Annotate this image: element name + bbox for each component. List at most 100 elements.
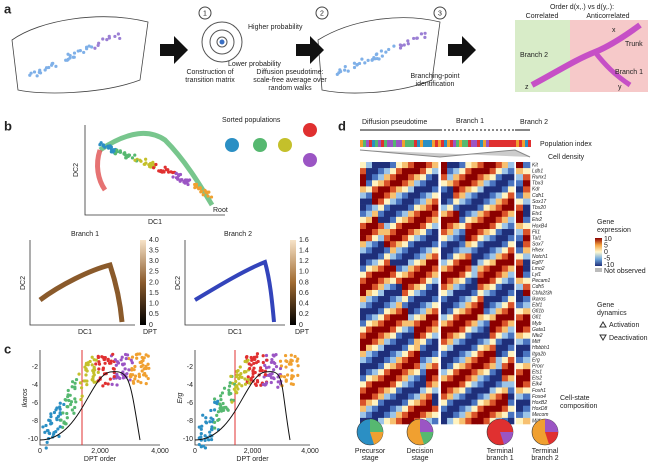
heat-cell xyxy=(507,381,515,388)
heat-cell xyxy=(441,253,448,260)
label: Erg xyxy=(177,392,184,403)
heat-cell xyxy=(516,222,524,230)
cell xyxy=(52,410,57,415)
colorbar-tick: 3.5 xyxy=(149,247,159,254)
heat-cell xyxy=(483,192,490,199)
y-tick: -10 xyxy=(183,436,193,443)
heat-cell xyxy=(501,314,509,321)
heat-cell xyxy=(477,241,484,248)
cell xyxy=(370,58,374,62)
heat-cell xyxy=(372,247,379,254)
heat-cell xyxy=(378,247,385,254)
heat-cell xyxy=(453,168,460,175)
cell xyxy=(271,353,275,357)
heat-cell xyxy=(477,296,484,303)
heat-cell xyxy=(441,265,448,272)
label: expression xyxy=(597,227,631,234)
heat-cell xyxy=(501,241,509,248)
cell xyxy=(296,373,300,377)
heat-cell xyxy=(378,198,385,205)
heat-cell xyxy=(384,241,391,248)
cell xyxy=(101,144,105,148)
cell xyxy=(107,361,112,365)
population-cell xyxy=(528,140,531,147)
y-tick: -2 xyxy=(187,364,193,371)
heat-cell xyxy=(507,186,515,193)
panel-label: a xyxy=(4,1,12,16)
population-cell xyxy=(471,140,474,147)
pie-slice xyxy=(545,419,558,432)
heat-cell xyxy=(501,363,509,370)
heat-cell xyxy=(471,229,478,236)
x-tick: 0 xyxy=(193,448,197,455)
heat-cell xyxy=(390,216,397,224)
heat-cell xyxy=(489,302,497,309)
gene-label: Procr xyxy=(532,363,544,369)
heat-cell xyxy=(402,253,409,260)
heat-cell xyxy=(372,216,379,224)
heat-cell xyxy=(471,344,478,352)
heat-cell xyxy=(396,253,403,260)
population-cell xyxy=(405,140,408,147)
heat-cell xyxy=(507,229,515,236)
heat-cell xyxy=(360,393,367,400)
heat-cell xyxy=(516,162,524,169)
cell xyxy=(269,360,274,365)
heat-cell xyxy=(489,235,497,242)
heat-cell xyxy=(366,241,373,248)
heat-cell xyxy=(378,162,385,169)
cell xyxy=(284,378,288,382)
heat-cell xyxy=(432,369,439,376)
heat-cell xyxy=(489,180,497,187)
heat-cell xyxy=(414,314,421,321)
cell xyxy=(289,353,293,357)
heat-cell xyxy=(402,399,409,407)
cell xyxy=(130,355,135,359)
heat-cell xyxy=(495,259,503,266)
heat-cell xyxy=(432,180,439,187)
heat-cell xyxy=(516,350,524,358)
cell xyxy=(73,381,77,385)
axis xyxy=(194,350,310,446)
cell xyxy=(97,367,101,371)
heat-cell xyxy=(501,326,509,333)
heat-cell xyxy=(420,332,427,339)
heat-cell xyxy=(366,271,373,279)
cell xyxy=(116,361,121,365)
population-cell xyxy=(381,140,384,147)
gene-label: HoxB4 xyxy=(532,223,547,229)
cell xyxy=(62,402,66,407)
heat-cell xyxy=(378,393,385,400)
cell xyxy=(293,354,297,359)
heat-cell xyxy=(447,186,454,193)
heat-cell xyxy=(523,332,531,339)
arrow xyxy=(296,36,324,64)
cell xyxy=(235,369,239,374)
heat-cell xyxy=(426,259,433,266)
cell xyxy=(373,57,377,61)
heat-cell xyxy=(366,180,373,187)
heat-cell xyxy=(378,326,385,333)
heat-cell xyxy=(366,198,373,205)
heat-cell xyxy=(441,162,448,169)
cell xyxy=(219,394,223,398)
cell xyxy=(193,185,197,190)
heat-cell xyxy=(441,174,448,181)
population-cell xyxy=(408,140,411,147)
heat-cell xyxy=(507,235,515,242)
heat-cell xyxy=(483,204,490,212)
heat-cell xyxy=(465,356,472,364)
heat-cell xyxy=(507,192,515,199)
heat-cell xyxy=(453,210,460,218)
gene-label: Pecam1 xyxy=(532,278,551,284)
heat-cell xyxy=(516,168,524,175)
cell xyxy=(93,46,97,50)
population-cell xyxy=(435,140,438,147)
cell xyxy=(133,158,137,162)
heat-cell xyxy=(507,204,515,212)
cell xyxy=(203,438,207,442)
heat-cell xyxy=(447,296,454,303)
label: Not observed xyxy=(604,268,646,275)
heat-cell xyxy=(420,387,427,394)
cell xyxy=(96,370,100,374)
